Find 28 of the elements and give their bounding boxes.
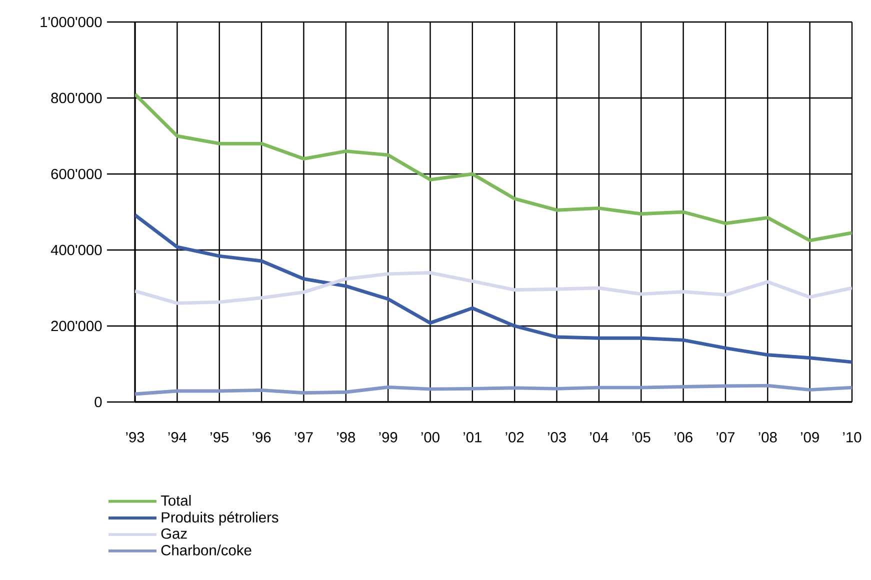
x-tick-label: ’96: [252, 432, 271, 442]
x-tick-label: ’94: [168, 432, 187, 442]
x-tick-label: ’02: [506, 432, 524, 442]
x-tick-label: ’05: [632, 432, 650, 442]
legend-label: Total: [160, 494, 191, 506]
x-tick-label: ’07: [716, 432, 735, 442]
y-tick-label: 0: [94, 396, 102, 408]
x-tick-label: ’06: [674, 432, 692, 442]
x-tick-label: ’98: [337, 432, 356, 442]
y-tick-label: 400'000: [50, 244, 102, 256]
y-tick-label: 600'000: [51, 168, 102, 180]
y-tick-label: 1'000'000: [40, 16, 102, 28]
x-tick-label: ’95: [210, 432, 229, 442]
x-tick-label: ’08: [758, 432, 777, 442]
x-tick-label: ’04: [590, 432, 608, 442]
legend-label: Charbon/coke: [161, 544, 252, 556]
x-tick-label: ’10: [843, 432, 862, 442]
y-tick-label: 800'000: [51, 92, 102, 104]
x-tick-label: ’99: [379, 432, 398, 442]
legend-label: Gaz: [161, 528, 187, 539]
x-tick-label: ’00: [421, 432, 440, 442]
x-tick-label: ’01: [464, 432, 482, 442]
legend-label: Produits pétroliers: [162, 512, 278, 526]
x-tick-label: ’97: [294, 432, 313, 442]
y-tick-label: 200'000: [51, 320, 102, 332]
x-tick-label: ’03: [548, 432, 566, 442]
x-tick-label: ’09: [800, 432, 819, 442]
x-tick-label: ’93: [126, 432, 144, 442]
